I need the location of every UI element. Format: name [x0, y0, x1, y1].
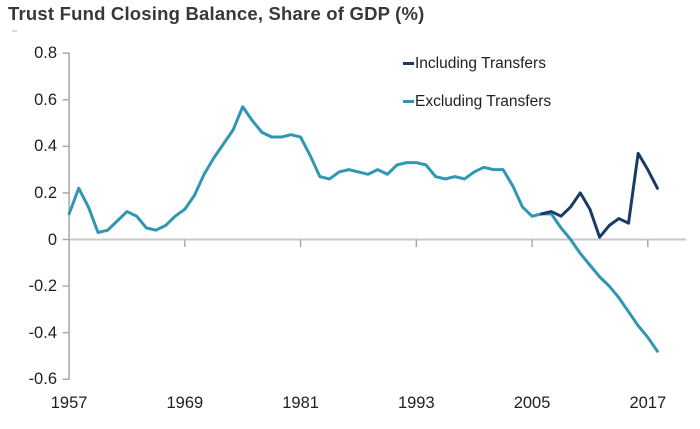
x-tick-label: 1981: [282, 394, 319, 412]
stray-mark: [12, 30, 17, 32]
y-tick-label: -0.2: [28, 277, 57, 296]
y-tick-label: -0.6: [28, 370, 57, 389]
legend-label-including-transfers: Including Transfers: [415, 54, 546, 72]
x-tick-label: 2005: [513, 394, 551, 412]
excluding-transfers-line-marker: [403, 99, 414, 104]
legend: Including Transfers Excluding Transfers: [403, 54, 551, 130]
legend-item-including-transfers: Including Transfers: [403, 54, 551, 73]
y-tick-label: 0.2: [34, 183, 57, 202]
legend-item-excluding-transfers: Excluding Transfers: [403, 92, 551, 111]
line-excluding-transfers: [67, 105, 659, 353]
y-tick-label: 0.6: [34, 90, 57, 109]
x-tick-label: 1993: [397, 394, 435, 412]
chart-title: Trust Fund Closing Balance, Share of GDP…: [8, 3, 425, 24]
y-tick-label: 0.8: [34, 44, 57, 63]
y-tick-label: 0: [47, 230, 57, 249]
x-tick-label: 2017: [629, 394, 667, 412]
legend-label-excluding-transfers: Excluding Transfers: [415, 92, 552, 110]
y-tick-label: 0.4: [34, 137, 57, 156]
x-tick-label: 1957: [50, 394, 88, 412]
y-tick-label: -0.4: [28, 323, 57, 342]
including-transfers-line-marker: [403, 61, 414, 66]
line-including-transfers: [540, 151, 659, 239]
x-tick-label: 1969: [166, 394, 204, 412]
